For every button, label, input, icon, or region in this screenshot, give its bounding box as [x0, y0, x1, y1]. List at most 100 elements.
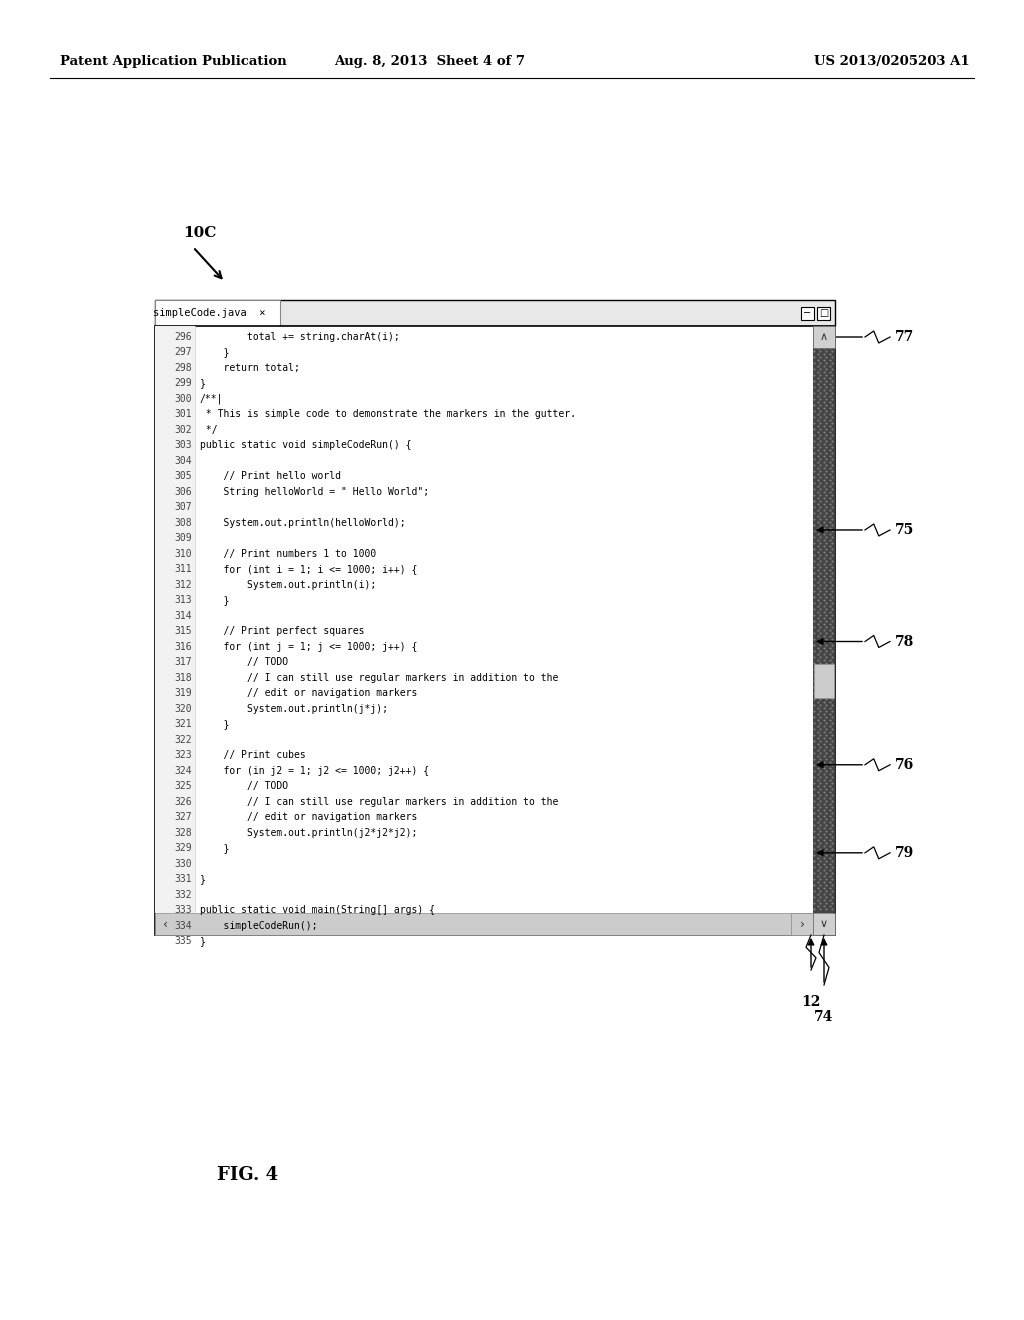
Text: 296: 296	[174, 331, 193, 342]
Text: // Print numbers 1 to 1000: // Print numbers 1 to 1000	[200, 549, 376, 558]
Bar	[155, 913, 813, 935]
Text: }: }	[200, 347, 229, 358]
Text: for (int j = 1; j <= 1000; j++) {: for (int j = 1; j <= 1000; j++) {	[200, 642, 418, 652]
Text: total += string.charAt(i);: total += string.charAt(i);	[200, 331, 399, 342]
Text: 334: 334	[174, 921, 193, 931]
Text: public static void main(String[] args) {: public static void main(String[] args) {	[200, 906, 435, 915]
Text: System.out.println(i);: System.out.println(i);	[200, 579, 376, 590]
Text: return total;: return total;	[200, 363, 300, 372]
Text: // TODO: // TODO	[200, 657, 288, 667]
Bar	[155, 300, 280, 326]
Text: 326: 326	[174, 797, 193, 807]
Text: 77: 77	[895, 330, 914, 345]
Bar	[817, 308, 830, 319]
Text: 303: 303	[174, 441, 193, 450]
Text: }: }	[200, 843, 229, 853]
Text: □: □	[819, 308, 828, 318]
Text: 320: 320	[174, 704, 193, 714]
Text: 310: 310	[174, 549, 193, 558]
Text: Patent Application Publication: Patent Application Publication	[60, 55, 287, 69]
Text: 309: 309	[174, 533, 193, 544]
Text: 300: 300	[174, 393, 193, 404]
Text: /**|: /**|	[200, 393, 223, 404]
Text: }: }	[200, 379, 206, 388]
Text: Aug. 8, 2013  Sheet 4 of 7: Aug. 8, 2013 Sheet 4 of 7	[335, 55, 525, 69]
Text: 335: 335	[174, 936, 193, 946]
Text: ‹: ‹	[164, 917, 169, 931]
Text: 78: 78	[895, 635, 914, 648]
Bar	[801, 308, 814, 319]
Text: −: −	[804, 308, 812, 318]
Text: 330: 330	[174, 859, 193, 869]
Bar	[155, 326, 835, 935]
Text: 304: 304	[174, 455, 193, 466]
Text: 315: 315	[174, 626, 193, 636]
Bar	[813, 326, 835, 348]
Text: 301: 301	[174, 409, 193, 420]
Text: 308: 308	[174, 517, 193, 528]
Text: 325: 325	[174, 781, 193, 791]
Text: 10C: 10C	[183, 226, 216, 240]
Text: }: }	[200, 936, 206, 946]
Text: 327: 327	[174, 812, 193, 822]
Text: 297: 297	[174, 347, 193, 358]
Text: 305: 305	[174, 471, 193, 482]
Text: * This is simple code to demonstrate the markers in the gutter.: * This is simple code to demonstrate the…	[200, 409, 575, 420]
Text: 299: 299	[174, 379, 193, 388]
Text: System.out.println(j2*j2*j2);: System.out.println(j2*j2*j2);	[200, 828, 418, 838]
Text: // TODO: // TODO	[200, 781, 288, 791]
Text: 79: 79	[895, 846, 914, 859]
Text: US 2013/0205203 A1: US 2013/0205203 A1	[814, 55, 970, 69]
Text: 328: 328	[174, 828, 193, 838]
Bar	[813, 913, 835, 935]
Text: System.out.println(helloWorld);: System.out.println(helloWorld);	[200, 517, 406, 528]
Text: ›: ›	[800, 917, 805, 931]
Text: simpleCodeRun();: simpleCodeRun();	[200, 921, 317, 931]
Text: */: */	[200, 425, 218, 434]
Text: 298: 298	[174, 363, 193, 372]
Bar	[791, 913, 813, 935]
Text: public static void simpleCodeRun() {: public static void simpleCodeRun() {	[200, 441, 412, 450]
Bar	[155, 326, 195, 913]
Text: 329: 329	[174, 843, 193, 853]
Text: }: }	[200, 719, 229, 729]
Text: 323: 323	[174, 750, 193, 760]
Text: FIG. 4: FIG. 4	[217, 1166, 279, 1184]
Text: simpleCode.java  ×: simpleCode.java ×	[154, 308, 266, 318]
Text: 311: 311	[174, 564, 193, 574]
Text: ∧: ∧	[820, 333, 828, 342]
Text: 322: 322	[174, 735, 193, 744]
Text: 321: 321	[174, 719, 193, 729]
Text: 313: 313	[174, 595, 193, 606]
Text: }: }	[200, 595, 229, 606]
Text: 74: 74	[814, 1010, 834, 1024]
Text: 333: 333	[174, 906, 193, 915]
Text: }: }	[200, 874, 206, 884]
Text: // I can still use regular markers in addition to the: // I can still use regular markers in ad…	[200, 673, 558, 682]
Text: for (in j2 = 1; j2 <= 1000; j2++) {: for (in j2 = 1; j2 <= 1000; j2++) {	[200, 766, 429, 776]
Text: 316: 316	[174, 642, 193, 652]
Text: String helloWorld = " Hello World";: String helloWorld = " Hello World";	[200, 487, 429, 496]
Bar	[813, 326, 835, 913]
Text: 312: 312	[174, 579, 193, 590]
Text: // edit or navigation markers: // edit or navigation markers	[200, 812, 418, 822]
Text: 76: 76	[895, 758, 914, 772]
Text: 331: 331	[174, 874, 193, 884]
Text: // Print hello world: // Print hello world	[200, 471, 341, 482]
Text: 307: 307	[174, 502, 193, 512]
Text: 306: 306	[174, 487, 193, 496]
Text: ∨: ∨	[820, 919, 828, 929]
Text: 332: 332	[174, 890, 193, 900]
Text: for (int i = 1; i <= 1000; i++) {: for (int i = 1; i <= 1000; i++) {	[200, 564, 418, 574]
Text: 319: 319	[174, 688, 193, 698]
Text: 75: 75	[895, 523, 914, 537]
Text: 314: 314	[174, 611, 193, 620]
Text: // Print cubes: // Print cubes	[200, 750, 306, 760]
Bar	[814, 664, 834, 698]
Text: 324: 324	[174, 766, 193, 776]
Text: 302: 302	[174, 425, 193, 434]
Text: System.out.println(j*j);: System.out.println(j*j);	[200, 704, 388, 714]
Text: 317: 317	[174, 657, 193, 667]
Text: // edit or navigation markers: // edit or navigation markers	[200, 688, 418, 698]
Text: 12: 12	[802, 995, 820, 1008]
